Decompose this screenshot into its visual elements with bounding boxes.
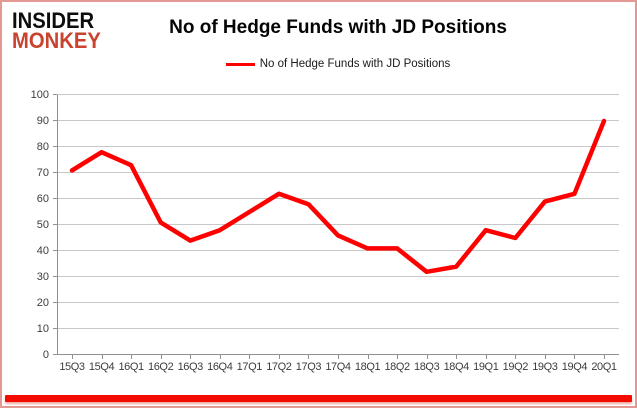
y-axis-label: 60 xyxy=(36,193,49,205)
x-axis-label: 19Q4 xyxy=(561,361,588,373)
logo-text-insider: INSIDER xyxy=(12,8,95,33)
plot-area: 0 10 20 30 40 50 60 70 80 90 100 15Q3 15Q4 16Q1 16Q2 1… xyxy=(31,89,619,373)
x-axis-label: 16Q4 xyxy=(207,361,233,373)
y-axis-label: 100 xyxy=(30,89,49,101)
chart-legend: No of Hedge Funds with JD Positions xyxy=(57,58,619,70)
x-axis-label: 16Q3 xyxy=(177,361,204,373)
x-axis-label: 17Q3 xyxy=(295,361,322,373)
chart-title: No of Hedge Funds with JD Positions xyxy=(169,17,507,38)
y-axis-label: 0 xyxy=(42,349,49,361)
y-axis-label: 40 xyxy=(36,245,49,257)
y-axis-label: 10 xyxy=(36,323,49,335)
x-axis-label: 15Q4 xyxy=(88,361,115,373)
x-axis-label: 19Q3 xyxy=(532,361,558,373)
line-chart-svg xyxy=(53,94,619,359)
x-axis-label: 16Q2 xyxy=(148,361,174,373)
legend-label: No of Hedge Funds with JD Positions xyxy=(259,58,451,70)
y-axis-label: 30 xyxy=(36,271,49,283)
x-axis-label: 19Q1 xyxy=(473,361,499,373)
x-axis-label: 20Q1 xyxy=(591,361,617,373)
x-axis-label: 16Q1 xyxy=(118,361,144,373)
legend-line-marker xyxy=(225,62,255,66)
x-axis-label: 17Q1 xyxy=(236,361,263,373)
series-line xyxy=(69,118,607,275)
y-axis-label: 20 xyxy=(36,297,49,309)
y-axis-label: 80 xyxy=(36,141,49,153)
y-axis-label: 50 xyxy=(36,219,49,231)
x-axis-label: 18Q2 xyxy=(384,361,410,373)
x-axis-label: 17Q4 xyxy=(325,361,351,373)
x-axis-label: 15Q3 xyxy=(59,361,85,373)
x-axis-label: 18Q4 xyxy=(443,361,470,373)
x-axis-label: 19Q2 xyxy=(502,361,529,373)
bottom-red-bar xyxy=(5,395,632,402)
y-axis-label: 90 xyxy=(36,115,49,127)
logo-text-monkey: MONKEY xyxy=(12,28,101,53)
insider-monkey-logo: INSIDER MONKEY xyxy=(12,8,109,53)
x-axis-label: 17Q2 xyxy=(266,361,292,373)
y-axis-label: 70 xyxy=(36,167,49,179)
x-axis-label: 18Q1 xyxy=(354,361,381,373)
x-axis-label: 18Q3 xyxy=(414,361,440,373)
